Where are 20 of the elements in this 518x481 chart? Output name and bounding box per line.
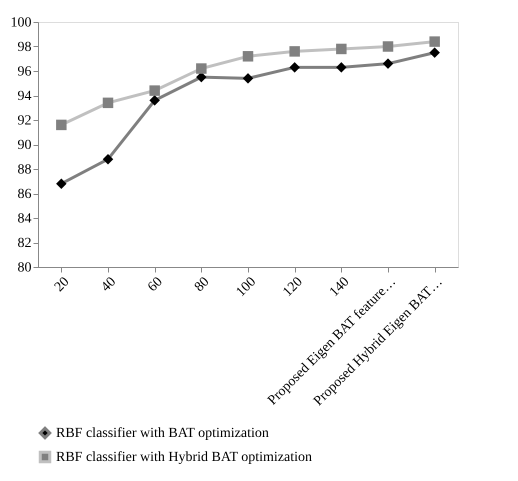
legend-label: RBF classifier with Hybrid BAT optimization [56,450,312,465]
x-tick-label: 40 [98,274,120,296]
x-tick-label: 100 [234,274,260,300]
legend-label: RBF classifier with BAT optimization [56,426,269,441]
x-tick-label: 60 [145,274,166,296]
y-tick-label: 88 [18,162,32,178]
y-tick-label: 92 [18,114,32,128]
y-tick-label: 90 [18,138,32,153]
y-tick-label: 80 [18,260,32,276]
x-tick-label: 120 [280,274,306,300]
y-tick-label: 86 [18,187,32,202]
x-tick-label: 140 [326,274,352,300]
y-tick-label: 98 [18,40,32,55]
y-tick-label: 96 [18,64,32,80]
x-tick-label: 80 [192,274,212,296]
y-tick-label: 82 [18,236,32,251]
y-tick-label: 100 [10,16,32,30]
x-tick-label: 20 [52,274,72,296]
y-tick-label: 94 [18,89,32,104]
y-tick-label: 84 [18,212,32,226]
